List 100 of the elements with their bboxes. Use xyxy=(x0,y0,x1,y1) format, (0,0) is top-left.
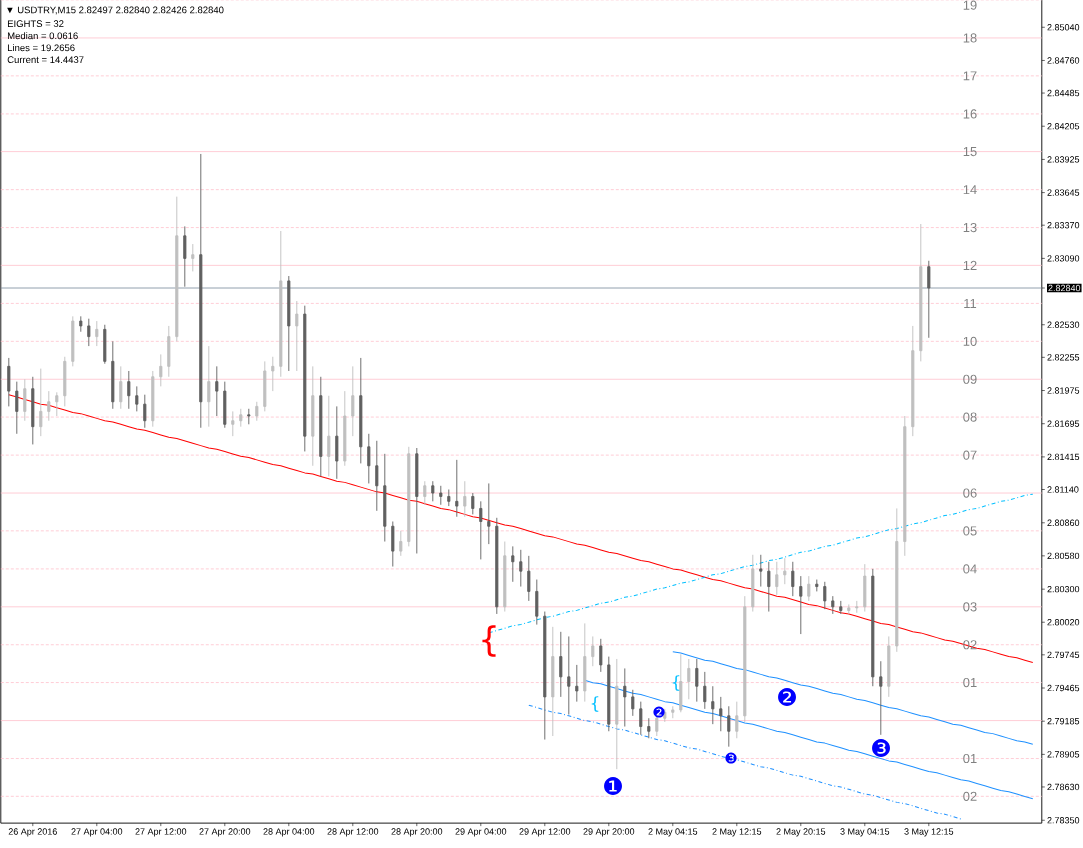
candlestick xyxy=(887,636,891,698)
candlestick xyxy=(607,656,611,732)
y-tick-label: 2.79745 xyxy=(1047,651,1080,659)
y-tick-label: 2.84485 xyxy=(1047,89,1080,97)
candlestick xyxy=(215,365,219,417)
candlestick xyxy=(855,600,859,614)
candlestick xyxy=(815,579,819,592)
y-tick-label: 2.81140 xyxy=(1047,486,1079,493)
x-tick-label: 2 May 12:15 xyxy=(712,828,762,837)
candlestick xyxy=(23,378,27,422)
candlestick xyxy=(391,521,395,567)
candlestick xyxy=(775,561,779,596)
annotation: Lines = 19.2656 xyxy=(7,44,75,52)
y-tick-label: 2.82840 xyxy=(1048,284,1081,292)
candlestick xyxy=(207,345,211,428)
candlestick xyxy=(631,689,635,717)
y-tick-label: 2.79185 xyxy=(1047,718,1080,725)
candlestick xyxy=(863,563,867,613)
text: ▼ USDTRY,M15 2.82497 2.82840 2.82426 2.82840 xyxy=(7,6,224,15)
candlestick xyxy=(407,446,411,547)
candlestick xyxy=(511,545,515,583)
annotation: ❸ xyxy=(725,752,737,764)
candlestick xyxy=(31,376,35,445)
annotation: 13 xyxy=(963,222,977,233)
candlestick xyxy=(879,660,883,736)
candlestick xyxy=(367,433,371,484)
annotation: ❷ xyxy=(778,688,796,706)
candlestick xyxy=(743,595,747,723)
candlestick xyxy=(639,701,643,736)
candlestick xyxy=(223,381,227,429)
candlestick xyxy=(455,459,459,518)
candlestick xyxy=(903,415,907,557)
x-tick-label: 27 Apr 04:00 xyxy=(71,828,123,837)
candlestick xyxy=(327,395,331,477)
x-tick-label: 29 Apr 04:00 xyxy=(455,828,507,837)
candlestick xyxy=(623,668,627,727)
candlestick xyxy=(471,492,475,515)
candlestick xyxy=(183,225,187,288)
candlestick xyxy=(551,626,555,737)
candlestick xyxy=(271,356,275,392)
annotation: 14 xyxy=(963,185,977,195)
annotation: ❷ xyxy=(653,706,665,718)
x-tick-label: 3 May 04:15 xyxy=(840,828,890,837)
candlestick xyxy=(63,356,67,407)
candlestick xyxy=(287,275,291,372)
candlestick xyxy=(679,653,683,713)
candlestick xyxy=(295,300,299,372)
x-tick-label: 27 Apr 20:00 xyxy=(199,828,251,837)
y-tick-label: 2.78630 xyxy=(1047,783,1080,791)
candlestick xyxy=(847,604,851,615)
candlestick xyxy=(559,631,563,698)
candlestick xyxy=(247,408,251,425)
candlestick xyxy=(479,500,483,560)
candlestick xyxy=(423,480,427,506)
y-tick-label: 2.81415 xyxy=(1047,453,1080,461)
y-tick-label: 2.82530 xyxy=(1047,321,1080,328)
candlestick xyxy=(15,381,19,435)
candlestick xyxy=(791,561,795,597)
candlestick xyxy=(575,664,579,703)
candlestick xyxy=(439,485,443,506)
annotation: 16 xyxy=(963,109,977,119)
y-tick-label: 2.83925 xyxy=(1047,156,1080,163)
candlestick xyxy=(503,541,507,613)
candlestick xyxy=(175,196,179,342)
annotation: 05 xyxy=(963,526,977,536)
candlestick xyxy=(191,243,195,272)
candlestick xyxy=(127,370,131,410)
candlestick xyxy=(151,370,155,428)
y-tick-label: 2.80580 xyxy=(1047,552,1080,560)
candlestick xyxy=(399,530,403,557)
candlestick xyxy=(807,575,811,602)
x-tick-label: 2 May 04:15 xyxy=(648,828,698,837)
annotation: 04 xyxy=(963,564,977,574)
candlestick xyxy=(591,636,595,667)
x-tick-label: 28 Apr 20:00 xyxy=(391,828,443,837)
candlestick xyxy=(695,658,699,703)
candlestick xyxy=(751,554,755,613)
candlestick xyxy=(71,315,75,367)
y-tick-label: 2.83645 xyxy=(1047,189,1080,196)
candlestick xyxy=(895,508,899,653)
candlestick xyxy=(759,554,763,587)
candlestick xyxy=(927,260,931,339)
y-tick-label: 2.80020 xyxy=(1047,619,1080,626)
y-tick-label: 2.84760 xyxy=(1047,57,1080,64)
annotation: 08 xyxy=(963,412,977,422)
candlestick xyxy=(55,391,59,417)
candlestick xyxy=(447,489,451,507)
annotation: 10 xyxy=(963,336,977,346)
annotation: EIGHTS = 32 xyxy=(7,20,64,28)
candlestick xyxy=(839,600,843,615)
annotation: 09 xyxy=(963,374,977,384)
y-tick-label: 2.84205 xyxy=(1047,123,1080,130)
candlestick xyxy=(231,410,235,437)
candlestick xyxy=(343,390,347,467)
x-tick-label: 29 Apr 20:00 xyxy=(583,828,635,837)
candlestick xyxy=(135,385,139,412)
candlestick xyxy=(535,579,539,626)
candlestick xyxy=(543,611,547,741)
candlestick xyxy=(39,368,43,437)
candlestick xyxy=(7,357,11,407)
